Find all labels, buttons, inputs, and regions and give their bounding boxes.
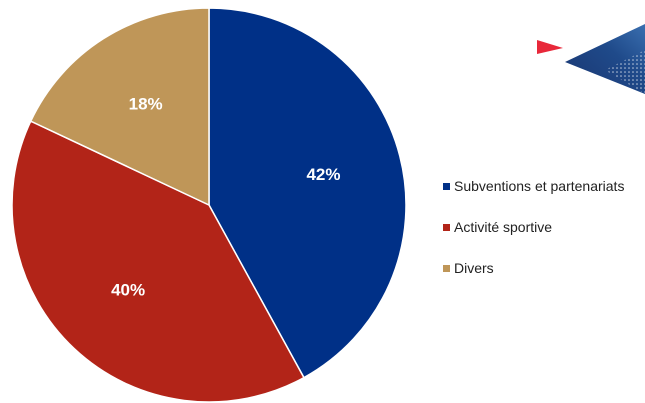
legend-item: Divers [443,258,624,278]
legend-swatch [443,182,450,190]
legend-label: Subventions et partenariats [454,178,625,194]
legend-swatch [443,223,450,231]
pie-slice-subventions [208,7,407,379]
legend-item: Activité sportive [443,217,624,237]
pie-slice-label: 18% [129,95,163,114]
pie-slice-activite [11,120,305,403]
pie-slice-divers [29,7,210,207]
legend-label: Divers [454,260,494,276]
legend-swatch [443,264,450,272]
logo-red-triangle [537,40,563,54]
logo-mark [537,24,645,94]
chart-legend: Subventions et partenariats Activité spo… [443,176,624,299]
legend-label: Activité sportive [454,219,553,235]
legend-item: Subventions et partenariats [443,176,624,196]
pie-slice-label: 40% [111,281,145,300]
pie-slice-label: 42% [306,165,340,184]
pie-chart: 42% 40% 18% [11,7,407,403]
